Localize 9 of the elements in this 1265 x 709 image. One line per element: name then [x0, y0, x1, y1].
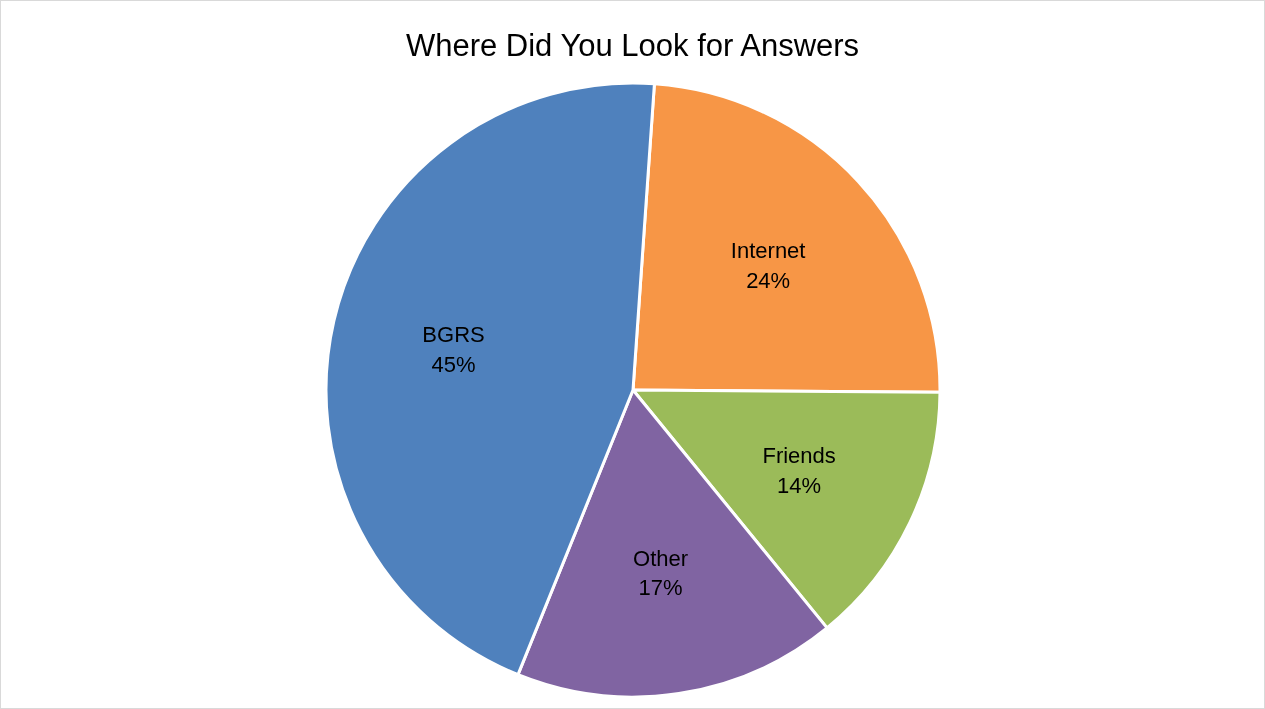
slice-label: Internet [730, 238, 806, 264]
slice-label: Friends [762, 442, 836, 468]
data-label: 45% [431, 351, 476, 377]
data-label: 24% [746, 267, 791, 293]
slice-label: Other [633, 545, 689, 571]
slice-label: BGRS [422, 321, 485, 347]
data-label: 14% [777, 472, 822, 498]
chart-title: Where Did You Look for Answers [405, 28, 860, 63]
data-label: 17% [638, 575, 683, 601]
